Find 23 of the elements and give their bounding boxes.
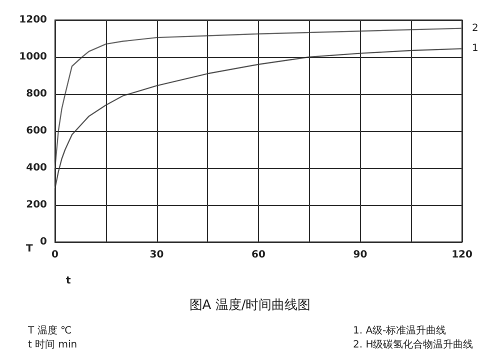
x-axis-title: t [66, 276, 71, 286]
x-tick-label: 60 [252, 250, 266, 260]
series-label: 2 [472, 22, 478, 34]
text: 图A 温度/时间曲线图 [189, 297, 311, 313]
y-tick-label: 1000 [19, 52, 48, 62]
x-tick-label: 120 [452, 250, 472, 260]
y-tick-label: 200 [26, 200, 48, 210]
y-tick-label: 800 [26, 88, 48, 100]
text: t 时间 min [28, 338, 78, 350]
y-tick-label: 400 [26, 162, 48, 174]
y-axis-title: T [26, 244, 33, 254]
y-tick-label: 0 [40, 236, 48, 248]
text: T 温度 ℃ [27, 324, 72, 336]
series-label: 1 [472, 43, 478, 54]
line-series [54, 48, 463, 189]
x-tick-label: 0 [52, 250, 59, 260]
y-tick-label: 600 [26, 126, 48, 136]
y-tick-label: 1200 [19, 14, 48, 26]
text: 2. H级碳氢化合物温升曲线 [353, 338, 474, 350]
x-tick-label: 90 [353, 250, 368, 260]
x-tick-label: 30 [150, 250, 164, 260]
text: 1. A级-标准温升曲线 [353, 324, 446, 336]
line-series [54, 28, 463, 169]
